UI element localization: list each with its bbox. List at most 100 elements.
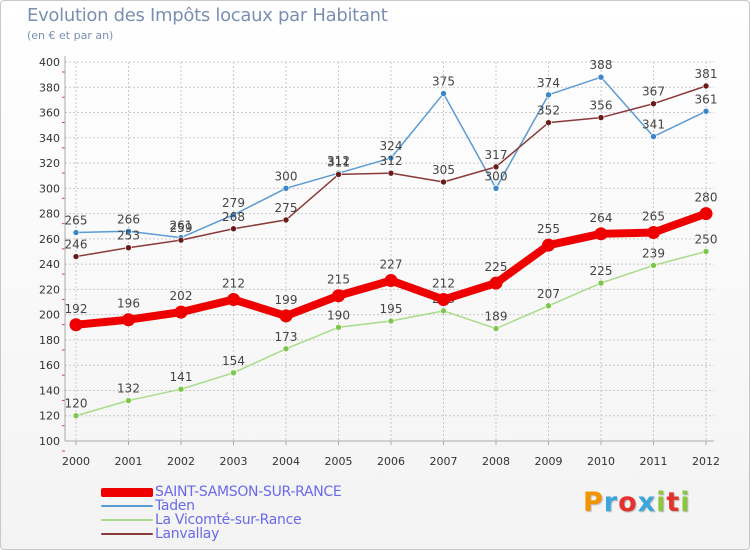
- data-label-3-3: 212: [222, 277, 245, 291]
- series-point-2-3: [230, 225, 237, 233]
- data-label-0-2: 261: [170, 219, 193, 233]
- x-tick-label-2011: 2011: [640, 455, 668, 468]
- data-label-0-11: 341: [642, 118, 665, 132]
- legend-swatch-taden: [101, 505, 153, 507]
- data-label-1-12: 250: [695, 233, 718, 247]
- chart-title: Evolution des Impôts locaux par Habitant: [27, 5, 388, 26]
- data-label-1-3: 154: [222, 354, 245, 368]
- x-tick-label-2004: 2004: [272, 455, 300, 468]
- series-point-0-1: [125, 227, 132, 235]
- data-label-2-11: 367: [642, 85, 665, 99]
- data-label-0-8: 300: [485, 169, 508, 183]
- series-point-0-0: [72, 229, 80, 236]
- series-point-1-4: [282, 345, 290, 353]
- x-tick-label-2007: 2007: [430, 455, 458, 468]
- data-label-0-5: 312: [327, 154, 350, 168]
- data-label-3-1: 196: [117, 297, 140, 311]
- series-point-1-7: [440, 307, 447, 315]
- data-label-0-9: 374: [537, 76, 560, 90]
- data-label-0-4: 300: [275, 169, 298, 183]
- y-tick-label-340: 340: [39, 132, 60, 145]
- data-label-0-1: 266: [117, 212, 140, 226]
- y-tick-label-380: 380: [39, 81, 60, 94]
- data-label-2-9: 352: [537, 104, 560, 118]
- data-label-3-2: 202: [170, 289, 193, 303]
- series-point-1-10: [597, 279, 605, 287]
- series-point-3-3: [227, 293, 240, 307]
- legend-swatch-lanvallay: [101, 533, 153, 535]
- series-point-0-11: [650, 133, 657, 140]
- x-tick-label-2001: 2001: [115, 455, 143, 468]
- data-label-2-7: 305: [432, 163, 455, 177]
- series-point-2-0: [72, 253, 80, 260]
- x-tick-label-2010: 2010: [587, 455, 615, 468]
- data-label-0-3: 279: [222, 196, 245, 210]
- series-point-2-4: [282, 216, 290, 224]
- data-label-0-7: 375: [432, 75, 455, 89]
- legend-label-la-vicomte: La Vicomté-sur-Rance: [155, 512, 302, 528]
- data-label-2-8: 317: [485, 148, 508, 162]
- data-label-3-6: 227: [380, 258, 403, 272]
- data-label-2-4: 275: [275, 201, 298, 215]
- x-tick-label-2000: 2000: [62, 455, 90, 468]
- x-tick-label-2008: 2008: [482, 455, 510, 468]
- series-point-0-10: [597, 73, 605, 81]
- data-label-1-1: 132: [117, 382, 140, 396]
- series-point-3-12: [699, 207, 713, 221]
- series-point-3-10: [594, 227, 608, 241]
- y-tick-label-220: 220: [39, 283, 60, 296]
- data-label-3-10: 264: [590, 211, 613, 225]
- data-label-3-9: 255: [537, 222, 560, 236]
- series-point-0-7: [440, 90, 447, 97]
- series-point-3-6: [384, 274, 398, 288]
- data-label-3-5: 215: [327, 273, 350, 287]
- series-point-3-4: [279, 309, 293, 323]
- data-label-0-10: 388: [590, 58, 613, 72]
- data-label-0-12: 361: [695, 92, 718, 106]
- series-point-3-2: [174, 305, 188, 319]
- data-label-0-0: 265: [65, 214, 88, 228]
- x-tick-label-2006: 2006: [377, 455, 405, 468]
- legend-label-taden: Taden: [155, 498, 195, 514]
- series-point-3-1: [122, 313, 135, 327]
- legend-label-lanvallay: Lanvallay: [155, 526, 220, 542]
- legend-label-saint-samson: SAINT-SAMSON-SUR-RANCE: [155, 484, 342, 500]
- series-point-0-12: [702, 107, 710, 115]
- series-point-0-3: [230, 211, 237, 219]
- data-label-1-8: 189: [485, 310, 508, 324]
- data-label-2-0: 246: [65, 238, 88, 252]
- series-point-1-2: [177, 385, 185, 393]
- series-point-0-9: [545, 91, 552, 99]
- x-tick-label-2002: 2002: [167, 455, 195, 468]
- y-tick-label-320: 320: [39, 157, 60, 170]
- series-point-1-9: [545, 302, 552, 310]
- y-tick-label-360: 360: [39, 107, 60, 120]
- x-tick-label-2009: 2009: [535, 455, 563, 468]
- series-point-1-6: [387, 317, 395, 325]
- x-tick-label-2005: 2005: [325, 455, 353, 468]
- data-label-1-4: 173: [275, 330, 298, 344]
- series-point-2-8: [492, 163, 500, 171]
- series-point-0-4: [282, 185, 290, 192]
- series-point-2-1: [125, 244, 132, 252]
- series-point-2-7: [440, 178, 447, 186]
- y-tick-label-400: 400: [39, 56, 60, 69]
- series-point-2-5: [335, 171, 342, 178]
- series-point-0-8: [492, 185, 500, 192]
- data-label-2-1: 253: [117, 229, 140, 243]
- series-point-3-7: [437, 293, 450, 307]
- y-tick-label-120: 120: [39, 410, 60, 423]
- y-tick-label-160: 160: [39, 359, 60, 372]
- y-tick-label-240: 240: [39, 258, 60, 271]
- legend-swatch-saint-samson: [101, 487, 153, 497]
- data-label-2-3: 268: [222, 210, 245, 224]
- data-label-3-4: 199: [275, 293, 298, 307]
- series-point-2-12: [702, 82, 710, 90]
- data-label-2-2: 259: [170, 221, 193, 235]
- data-label-1-10: 225: [590, 264, 613, 278]
- series-point-1-8: [492, 325, 500, 332]
- series-point-3-0: [69, 318, 83, 332]
- series-point-3-11: [647, 226, 660, 240]
- series-point-1-5: [335, 323, 342, 331]
